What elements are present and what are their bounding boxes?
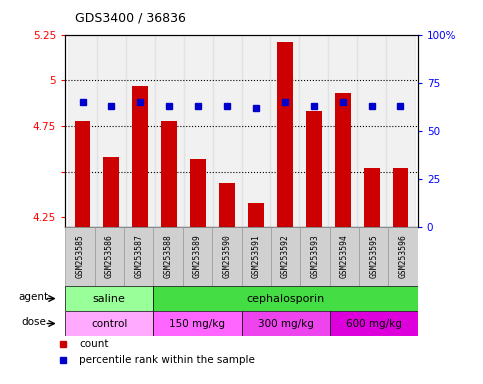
Bar [277, 42, 293, 227]
Text: 300 mg/kg: 300 mg/kg [257, 318, 313, 329]
Bar [364, 168, 380, 227]
Bar [242, 311, 330, 336]
Bar [97, 35, 126, 227]
Bar [161, 121, 177, 227]
Bar [154, 286, 418, 311]
Bar [65, 311, 154, 336]
Text: 600 mg/kg: 600 mg/kg [346, 318, 402, 329]
Text: count: count [79, 339, 109, 349]
Bar [212, 227, 242, 286]
Bar [271, 227, 300, 286]
Bar [329, 227, 359, 286]
Bar [126, 35, 155, 227]
Bar [306, 111, 322, 227]
Bar [154, 227, 183, 286]
Text: GSM253589: GSM253589 [193, 234, 202, 278]
Text: GSM253588: GSM253588 [164, 234, 172, 278]
Text: agent: agent [19, 292, 49, 302]
Bar [299, 35, 328, 227]
Bar [270, 35, 299, 227]
Bar [328, 35, 357, 227]
Bar [74, 121, 90, 227]
Text: GDS3400 / 36836: GDS3400 / 36836 [75, 12, 186, 25]
Text: 150 mg/kg: 150 mg/kg [170, 318, 226, 329]
Bar [65, 227, 95, 286]
Text: GSM253587: GSM253587 [134, 234, 143, 278]
Bar [190, 159, 206, 227]
Bar [242, 227, 271, 286]
Bar [184, 35, 213, 227]
Text: saline: saline [93, 293, 126, 304]
Text: GSM253592: GSM253592 [281, 234, 290, 278]
Text: dose: dose [21, 317, 46, 327]
Bar [242, 35, 270, 227]
Text: GSM253595: GSM253595 [369, 234, 378, 278]
Text: GSM253593: GSM253593 [311, 234, 319, 278]
Bar [154, 311, 242, 336]
Text: GSM253585: GSM253585 [75, 234, 85, 278]
Bar [393, 168, 409, 227]
Text: percentile rank within the sample: percentile rank within the sample [79, 356, 255, 366]
Bar [124, 227, 154, 286]
Bar [357, 35, 386, 227]
Bar [103, 157, 119, 227]
Text: GSM253590: GSM253590 [222, 234, 231, 278]
Text: GSM253586: GSM253586 [105, 234, 114, 278]
Text: GSM253591: GSM253591 [252, 234, 261, 278]
Bar [132, 86, 148, 227]
Bar [68, 35, 97, 227]
Bar [219, 183, 235, 227]
Text: control: control [91, 318, 128, 329]
Bar [65, 286, 154, 311]
Bar [335, 93, 351, 227]
Bar [359, 227, 388, 286]
Text: GSM253594: GSM253594 [340, 234, 349, 278]
Bar [213, 35, 242, 227]
Bar [300, 227, 329, 286]
Text: cephalosporin: cephalosporin [246, 293, 325, 304]
Bar [248, 203, 264, 227]
Bar [386, 35, 415, 227]
Text: GSM253596: GSM253596 [398, 234, 408, 278]
Bar [155, 35, 184, 227]
Bar [95, 227, 124, 286]
Bar [183, 227, 212, 286]
Bar [388, 227, 418, 286]
Bar [329, 311, 418, 336]
